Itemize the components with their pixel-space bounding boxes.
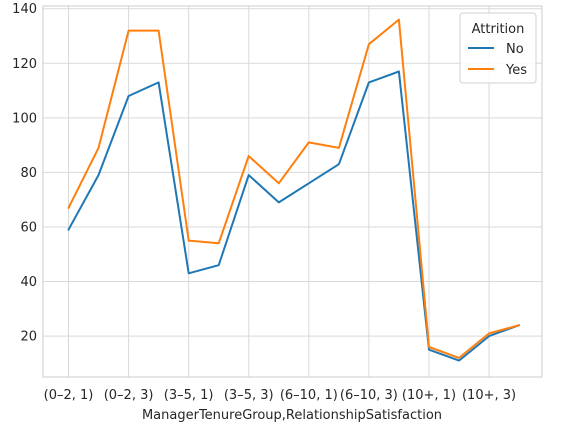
- grid-lines: [43, 6, 542, 377]
- y-tick-label: 20: [20, 330, 37, 345]
- x-tick-label: (10+, 1): [402, 388, 456, 403]
- y-tick-label: 100: [12, 111, 37, 126]
- x-tick-label: (3–5, 3): [224, 388, 274, 403]
- y-tick-label: 140: [12, 2, 37, 17]
- x-tick-label: (10+, 3): [462, 388, 516, 403]
- legend-title: Attrition: [472, 22, 525, 37]
- y-tick-labels: 20 40 60 80 100 120 140: [12, 2, 37, 344]
- x-tick-label: (6–10, 3): [340, 388, 398, 403]
- y-tick-label: 120: [12, 57, 37, 72]
- x-tick-label: (0–2, 1): [44, 388, 94, 403]
- legend-label-yes: Yes: [505, 63, 527, 78]
- y-tick-label: 80: [20, 166, 37, 181]
- legend-box: [459, 12, 537, 84]
- series-line-no: [67, 70, 521, 362]
- x-tick-labels: (0–2, 1) (0–2, 3) (3–5, 1) (3–5, 3) (6–10, 1…: [44, 388, 516, 403]
- x-tick-label: (0–2, 3): [104, 388, 154, 403]
- series-lines: [67, 18, 521, 362]
- legend-label-no: No: [506, 42, 524, 57]
- x-axis-label: ManagerTenureGroup,RelationshipSatisfact…: [142, 408, 442, 423]
- plot-area-frame: [42, 5, 543, 378]
- x-tick-label: (3–5, 1): [164, 388, 214, 403]
- y-tick-label: 40: [20, 275, 37, 290]
- legend: Attrition No Yes: [459, 12, 537, 84]
- x-tick-label: (6–10, 1): [280, 388, 338, 403]
- series-line-yes: [67, 18, 521, 359]
- y-tick-label: 60: [20, 220, 37, 235]
